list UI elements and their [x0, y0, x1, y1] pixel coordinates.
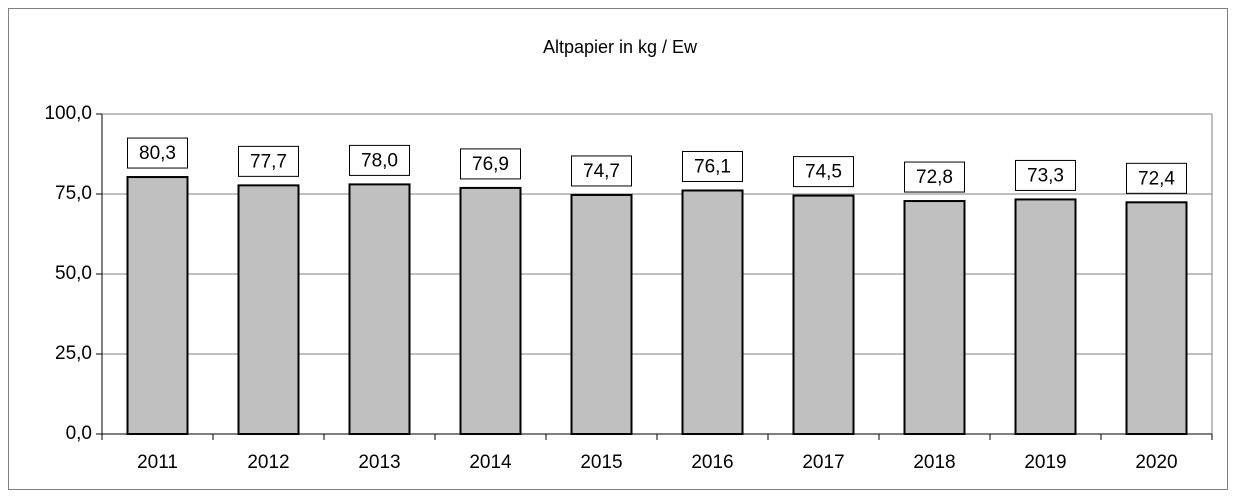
x-tick-label: 2015 — [580, 452, 622, 473]
x-tick-label: 2016 — [691, 452, 733, 473]
x-tick-label: 2019 — [1024, 452, 1066, 473]
value-label: 80,3 — [139, 143, 176, 164]
value-label: 77,7 — [250, 151, 287, 172]
bar — [792, 194, 855, 435]
value-label: 76,1 — [694, 156, 731, 177]
value-label-box — [793, 156, 854, 188]
value-label: 76,9 — [472, 154, 509, 175]
value-label-box — [904, 161, 965, 193]
value-label-box — [238, 145, 299, 177]
bar — [570, 193, 633, 435]
bar — [1125, 201, 1188, 435]
x-tick-label: 2020 — [1135, 452, 1177, 473]
y-tick-label: 100,0 — [44, 103, 92, 124]
bar — [348, 183, 411, 435]
x-tick-label: 2013 — [358, 452, 400, 473]
value-label: 72,4 — [1138, 168, 1175, 189]
y-tick-label: 75,0 — [55, 183, 92, 204]
bar — [459, 186, 522, 435]
x-tick-label: 2011 — [137, 452, 178, 473]
value-label: 73,3 — [1027, 165, 1064, 186]
x-tick-label: 2012 — [247, 452, 289, 473]
value-label: 74,7 — [583, 161, 620, 182]
value-label: 78,0 — [361, 150, 398, 171]
value-label-box — [682, 150, 743, 182]
y-tick-label: 0,0 — [66, 423, 92, 444]
value-label: 74,5 — [805, 162, 842, 183]
value-label-box — [571, 155, 632, 187]
x-tick-label: 2017 — [802, 452, 844, 473]
bar — [903, 200, 966, 435]
bar — [237, 184, 300, 435]
bar — [126, 176, 189, 435]
y-tick-label: 25,0 — [55, 343, 92, 364]
value-label-box — [127, 137, 188, 169]
bar — [1014, 198, 1077, 435]
chart-title: Altpapier in kg / Ew — [543, 37, 698, 57]
value-label-box — [349, 144, 410, 176]
value-label-box — [460, 148, 521, 180]
value-label: 72,8 — [916, 167, 953, 188]
value-label-box — [1126, 162, 1187, 194]
x-tick-label: 2014 — [469, 452, 512, 473]
x-tick-label: 2018 — [913, 452, 955, 473]
value-label-box — [1015, 159, 1076, 191]
bar — [681, 189, 744, 435]
y-tick-label: 50,0 — [55, 263, 92, 284]
